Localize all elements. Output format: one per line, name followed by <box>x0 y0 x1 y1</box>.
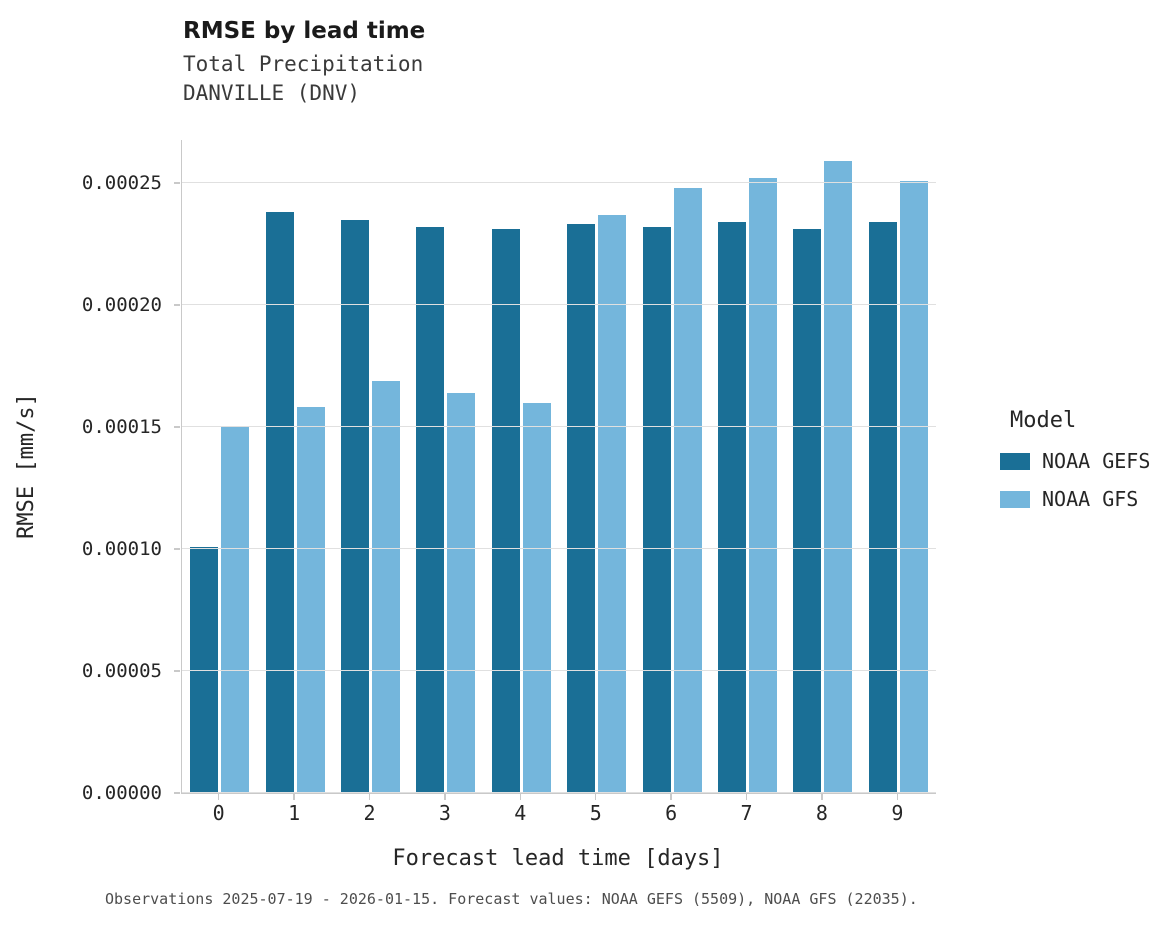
bar-groups <box>182 140 936 793</box>
bar-noaa-gefs-day-5 <box>567 224 596 793</box>
legend-item-gfs: NOAA GFS <box>1000 487 1150 511</box>
x-tick-label: 6 <box>665 801 678 825</box>
x-tick-labels: 0 1 2 3 4 5 6 7 8 9 <box>181 801 935 825</box>
x-tick-mark <box>745 794 748 800</box>
bar-group-day-6 <box>634 140 709 793</box>
bar-noaa-gfs-day-8 <box>824 161 853 793</box>
x-tick-label: 8 <box>815 801 828 825</box>
gridline <box>182 181 936 183</box>
gridline <box>182 547 936 549</box>
bar-group-day-4 <box>484 140 559 793</box>
bar-group-day-0 <box>182 140 257 793</box>
y-tick-mark <box>174 304 180 306</box>
gridline <box>182 670 936 671</box>
bar-noaa-gefs-day-0 <box>190 546 219 793</box>
bar-noaa-gfs-day-7 <box>749 178 778 793</box>
y-tick-mark <box>174 792 180 794</box>
plot-area <box>181 140 936 794</box>
x-tick-mark <box>293 794 295 800</box>
y-tick-mark <box>174 426 180 428</box>
bar-noaa-gfs-day-1 <box>296 407 325 793</box>
x-tick-label: 5 <box>589 801 602 825</box>
bar-group-day-1 <box>257 140 332 793</box>
y-axis-label: RMSE [mm/s] <box>14 393 39 539</box>
legend-swatch-gefs <box>1000 452 1030 470</box>
bar-noaa-gfs-day-0 <box>221 426 250 793</box>
y-tick-label: 0.00000 <box>81 782 162 804</box>
legend: Model NOAA GEFS NOAA GFS <box>1000 408 1150 525</box>
bar-noaa-gefs-day-3 <box>416 226 445 793</box>
gridline <box>182 425 936 427</box>
y-tick-mark <box>174 670 180 672</box>
bar-group-day-8 <box>785 140 860 793</box>
y-tick-label: 0.00020 <box>81 293 162 316</box>
bar-noaa-gefs-day-8 <box>793 229 822 793</box>
bar-noaa-gfs-day-2 <box>372 380 401 793</box>
x-tick-label: 7 <box>740 801 753 825</box>
bar-noaa-gefs-day-6 <box>642 226 671 793</box>
bar-noaa-gfs-day-6 <box>673 187 702 793</box>
bar-noaa-gfs-day-3 <box>447 392 476 793</box>
gridline <box>182 792 936 793</box>
x-tick-label: 4 <box>514 801 527 825</box>
legend-label-gfs: NOAA GFS <box>1042 487 1139 511</box>
x-tick-label: 3 <box>438 801 451 825</box>
chart-subtitle-station: DANVILLE (DNV) <box>183 81 361 105</box>
legend-label-gefs: NOAA GEFS <box>1042 449 1151 473</box>
y-tick-label: 0.00005 <box>81 659 162 682</box>
x-tick-label: 0 <box>212 801 225 825</box>
y-tick-label: 0.00015 <box>81 415 162 438</box>
bar-noaa-gfs-day-9 <box>899 180 928 793</box>
x-tick-mark <box>896 794 899 800</box>
y-tick-mark <box>174 182 180 184</box>
x-tick-mark <box>821 794 823 800</box>
x-tick-mark <box>368 794 371 800</box>
x-tick-mark <box>670 794 672 800</box>
bar-group-day-5 <box>559 140 634 793</box>
x-tick-mark <box>594 794 597 800</box>
bar-noaa-gfs-day-4 <box>522 402 551 793</box>
x-tick-label: 9 <box>891 801 904 825</box>
bar-noaa-gefs-day-9 <box>868 222 897 793</box>
bar-noaa-gefs-day-1 <box>265 212 294 793</box>
y-tick-mark <box>174 548 180 550</box>
x-tick-label: 1 <box>288 801 301 825</box>
bar-noaa-gefs-day-4 <box>491 229 520 793</box>
bar-noaa-gefs-day-7 <box>718 222 747 793</box>
x-tick-label: 2 <box>363 801 376 825</box>
x-tick-mark <box>519 794 522 800</box>
legend-title: Model <box>1010 408 1077 433</box>
bar-noaa-gfs-day-5 <box>598 214 627 793</box>
bar-noaa-gefs-day-2 <box>341 219 370 793</box>
x-axis-label: Forecast lead time [days] <box>392 846 724 871</box>
legend-item-gefs: NOAA GEFS <box>1000 449 1150 473</box>
bar-group-day-9 <box>861 140 936 793</box>
legend-swatch-gfs <box>1000 490 1030 508</box>
x-tick-mark <box>217 794 220 800</box>
gridline <box>182 303 936 305</box>
y-tick-label: 0.00025 <box>81 171 162 194</box>
chart-title: RMSE by lead time <box>183 18 426 44</box>
bar-group-day-7 <box>710 140 785 793</box>
x-tick-mark <box>444 794 446 800</box>
chart-subtitle-variable: Total Precipitation <box>183 52 424 76</box>
bar-group-day-3 <box>408 140 483 793</box>
bar-group-day-2 <box>333 140 408 793</box>
y-tick-label: 0.00010 <box>81 537 162 560</box>
caption-text: Observations 2025-07-19 - 2026-01-15. Fo… <box>105 890 918 908</box>
